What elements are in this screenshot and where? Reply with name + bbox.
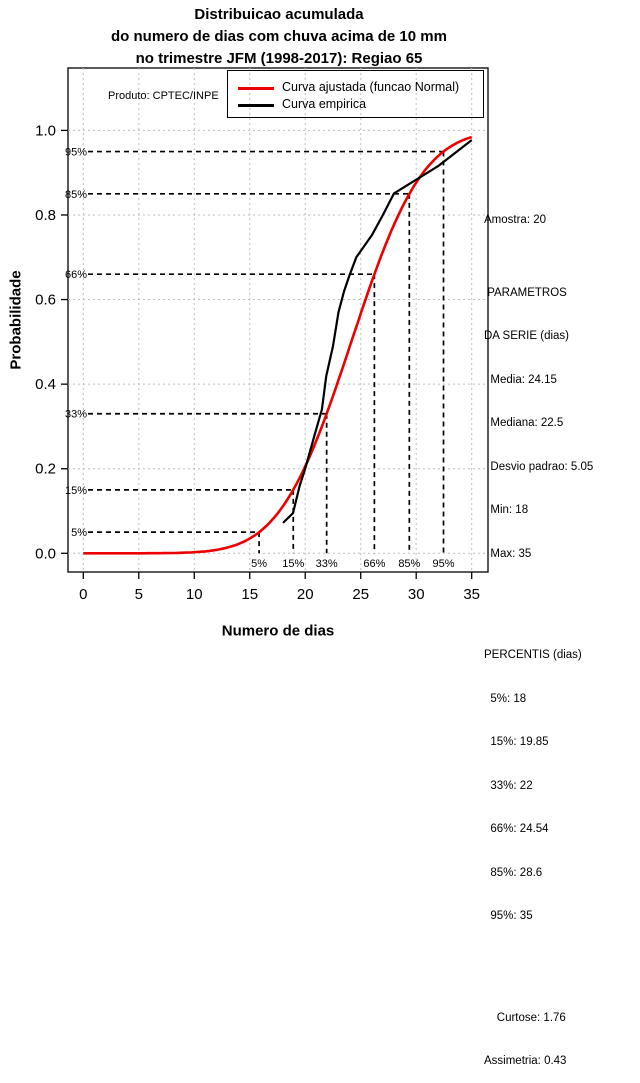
fitted-normal-curve: [83, 135, 473, 555]
stats-line: 33%: 22: [484, 779, 533, 792]
stats-line: Max: 35: [484, 547, 532, 560]
axis-ticks: [61, 129, 473, 579]
stats-line: Assimetria: 0.43: [484, 1055, 567, 1067]
x-tick-label: 25: [352, 586, 369, 603]
stats-line: Curtose: 1.76: [484, 1011, 566, 1024]
fitted-curve-line-sample: [238, 87, 274, 90]
stats-line: PERCENTIS (dias): [484, 649, 582, 661]
gridlines: [68, 68, 488, 572]
stats-line: 5%: 18: [484, 692, 527, 705]
stats-line: Amostra: 20: [484, 214, 546, 226]
y-tick-label: 0.6: [35, 292, 56, 309]
legend-entry-empirical: Curva empirica: [228, 96, 483, 114]
x-tick-label: 35: [463, 586, 480, 603]
plot-border: [67, 67, 489, 573]
percentile-labels: 5% 5% 15% 15% 33% 33% 66% 66% 85% 85% 95% 95%: [65, 147, 455, 570]
stats-line: Desvio padrao: 5.05: [484, 460, 594, 473]
stats-line: 85%: 28.6: [484, 866, 543, 879]
chart-title-line-3: no trimestre JFM (1998-2017): Regiao 65: [135, 50, 423, 67]
legend-label-empirical: Curva empirica: [282, 97, 367, 111]
chart-title: Distribuicao acumulada do numero de dias…: [0, 4, 599, 70]
percentile-label-left: 85%: [65, 189, 87, 201]
y-tick-label: 1.0: [35, 122, 56, 139]
chart-title-line-2: do numero de dias com chuva acima de 10 …: [111, 28, 447, 45]
legend-label-fitted: Curva ajustada (funcao Normal): [282, 80, 460, 94]
legend-entry-fitted: Curva ajustada (funcao Normal): [228, 79, 483, 97]
stats-line: Media: 24.15: [484, 373, 557, 386]
axis-tick-labels: 0 5 10 15 20 25 30 35 0.0 0.2 0.4 0.6 0.8 1.0: [35, 122, 480, 603]
empirical-curve-line-sample: [238, 104, 274, 107]
y-tick-label: 0.2: [35, 461, 56, 478]
stats-line: PARAMETROS: [484, 286, 567, 299]
empirical-curve: [282, 139, 473, 524]
x-tick-label: 15: [241, 586, 258, 603]
percentile-label-left: 95%: [65, 147, 87, 159]
y-axis-title: Probabilidade: [7, 270, 25, 370]
stats-line: 15%: 19.85: [484, 736, 549, 748]
x-tick-label: 0: [79, 586, 87, 603]
x-tick-label: 30: [408, 586, 425, 603]
stats-line: Min: 18: [484, 504, 529, 516]
percentile-label-bottom: 5%: [251, 558, 267, 570]
percentile-label-bottom: 15%: [282, 558, 304, 570]
percentile-label-bottom: 95%: [432, 558, 454, 570]
y-tick-label: 0.4: [35, 376, 56, 393]
percentile-label-bottom: 85%: [398, 558, 420, 570]
cdf-plot-canvas: 0 5 10 15 20 25 30 35 0.0 0.2 0.4 0.6 0.8 1.0 5% 5% 15%…: [35, 67, 489, 603]
stats-line: DA SERIE (dias): [484, 330, 569, 342]
percentile-label-bottom: 66%: [363, 558, 385, 570]
x-tick-label: 20: [297, 586, 314, 603]
product-credit-label: Produto: CPTEC/INPE: [108, 90, 219, 102]
cdf-curves: [83, 135, 473, 555]
stats-line: Mediana: 22.5: [484, 417, 564, 429]
x-tick-label: 5: [135, 586, 143, 603]
percentile-guide-lines: [88, 150, 445, 554]
stats-line: 66%: 24.54: [484, 823, 549, 835]
y-tick-label: 0.8: [35, 207, 56, 224]
percentile-label-left: 15%: [65, 485, 87, 497]
chart-title-line-1: Distribuicao acumulada: [194, 6, 364, 23]
y-tick-label: 0.0: [35, 545, 56, 562]
percentile-label-left: 5%: [71, 527, 87, 539]
percentile-label-left: 66%: [65, 269, 87, 281]
x-axis-title: Numero de dias: [221, 622, 335, 640]
statistics-panel: Amostra: 20 PARAMETROS DA SERIE (dias) M…: [484, 184, 593, 1083]
legend: Curva ajustada (funcao Normal) Curva emp…: [227, 70, 484, 118]
stats-line: 95%: 35: [484, 910, 533, 922]
percentile-label-left: 33%: [65, 409, 87, 421]
x-tick-label: 10: [186, 586, 203, 603]
percentile-label-bottom: 33%: [316, 558, 338, 570]
